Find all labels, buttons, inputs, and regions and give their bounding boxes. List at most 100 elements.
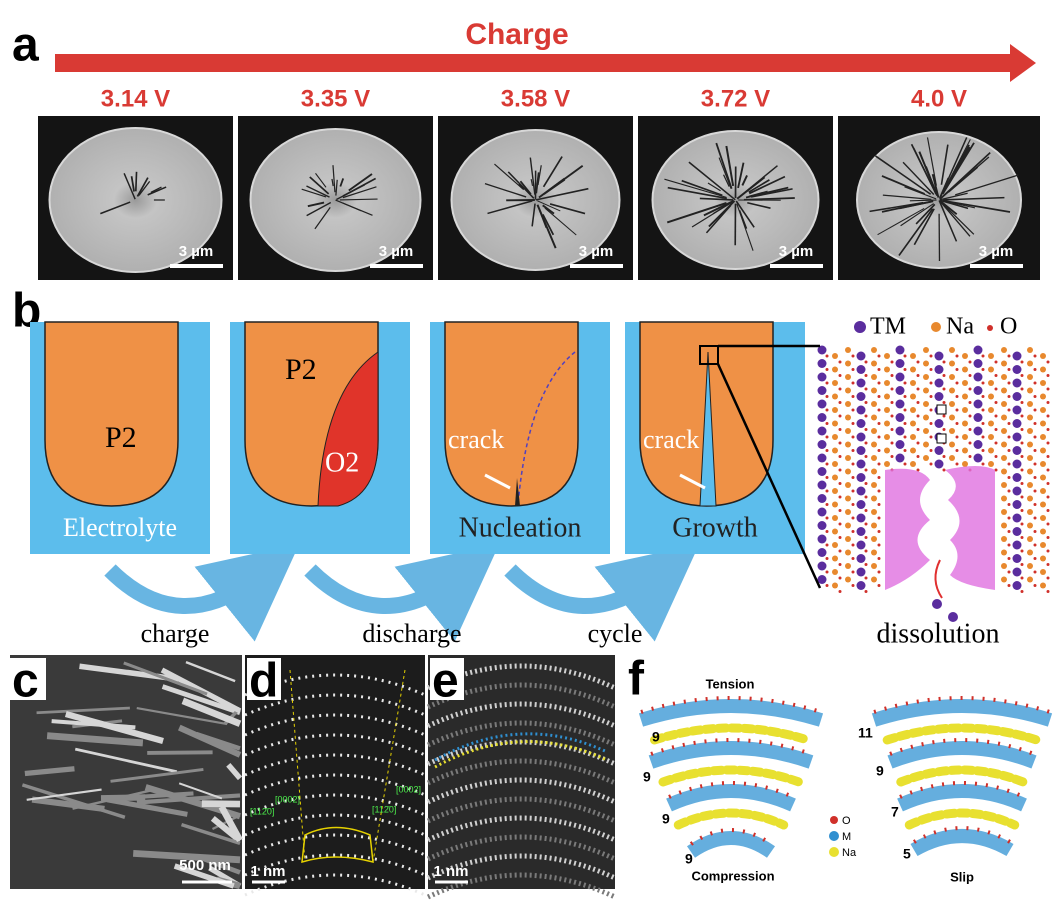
atom [1001,441,1007,448]
na-row [658,765,804,787]
bottom-label: Growth [672,512,758,543]
atom [988,447,994,454]
atom [934,378,944,388]
atom [1007,408,1011,412]
atom [942,387,946,391]
atom [1046,401,1050,404]
atom [856,486,866,496]
atom [856,405,866,415]
na-row [673,808,789,830]
atom-row [244,833,426,857]
atom [934,365,944,374]
atom [832,515,838,521]
crack [898,208,934,256]
legend-swatch [830,816,838,824]
atom [871,563,877,569]
voltage-label: 3.72 V [701,85,770,112]
atom [825,530,829,533]
atom [988,393,994,400]
atom [988,420,994,427]
atom [929,462,933,466]
atom [1001,549,1007,556]
crack [335,179,338,196]
atom [916,414,920,418]
phase-label: P2 [285,353,317,386]
atom-row [426,758,617,786]
crack [902,161,935,195]
atom [1040,542,1046,548]
mo2-layer [686,831,776,858]
atom [962,380,968,386]
atom [949,360,955,367]
atom [1007,422,1011,425]
atom [934,446,944,455]
atom [1012,378,1022,388]
atom [949,387,955,394]
direction-label: [0002] [275,794,300,804]
vacancy [936,404,947,415]
atom [817,345,827,355]
atom [955,381,959,385]
crack [736,203,754,251]
atom [871,522,877,529]
atom [994,360,998,364]
transition-arrow [104,543,300,642]
atom [1046,590,1050,593]
atom [1040,569,1046,575]
atom [1001,509,1007,515]
atom-row [244,813,426,837]
atom [884,461,890,467]
atom [988,461,994,467]
crack [949,176,965,191]
crack [939,199,958,215]
atom [981,435,985,439]
atom [1012,486,1022,496]
particle [249,128,422,272]
atom [981,449,985,452]
streak [132,849,241,864]
layer-count: 9 [662,811,670,827]
atom [1012,500,1022,509]
atom [832,555,838,562]
mo2-layer [887,741,1037,769]
atom [817,440,827,449]
atom [1027,522,1033,529]
atom [864,401,868,404]
atom [1007,516,1011,520]
atom [817,426,827,436]
atom [932,599,942,609]
atom [1027,360,1033,367]
atom [864,387,868,391]
atom [864,414,868,418]
transition-label: cycle [588,619,643,648]
atom [832,501,838,508]
atom [949,374,955,380]
atom [877,530,881,533]
vacancy [936,433,947,444]
atom [955,435,959,439]
atom [903,435,907,439]
na-row [904,808,1020,830]
atom [851,543,855,547]
atom [1040,515,1046,521]
atom [934,351,944,361]
atom [1027,495,1033,502]
atom [1007,395,1011,398]
atom [871,482,877,488]
atom [832,434,838,440]
streak [218,805,243,842]
atom [1040,555,1046,562]
phase-boundary [517,351,576,506]
atom [942,360,946,364]
atom [968,401,972,404]
legend-label: M [842,831,851,843]
crack [938,200,958,242]
atom [884,407,890,413]
atom [994,374,998,377]
atom [845,428,851,434]
atom [1007,557,1011,560]
mo2-layer [666,784,796,812]
atom-row [426,834,617,862]
atom [890,401,894,404]
streak [161,684,241,716]
